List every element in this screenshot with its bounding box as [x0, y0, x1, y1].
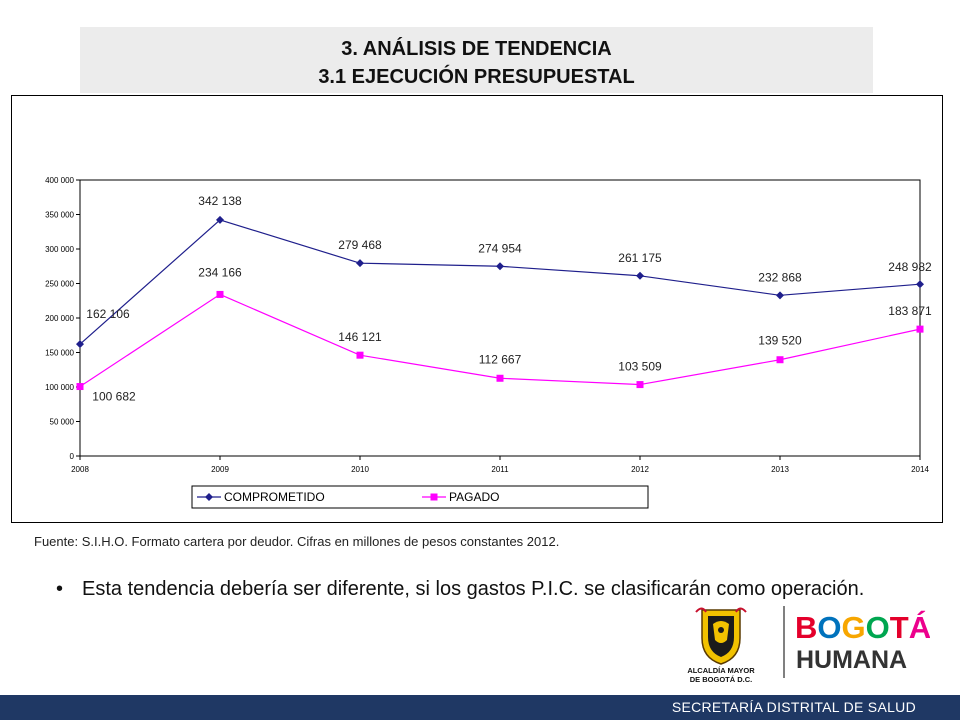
data-point-pagado	[356, 351, 364, 359]
data-point-comprometido	[356, 259, 364, 268]
y-tick-label: 150 000	[45, 349, 74, 358]
data-label: 232 868	[758, 270, 802, 284]
data-point-pagado	[636, 381, 644, 389]
bullet-text: Esta tendencia debería ser diferente, si…	[82, 578, 865, 600]
data-point-comprometido	[496, 262, 504, 271]
y-tick-label: 200 000	[45, 314, 74, 323]
x-tick-label: 2010	[351, 465, 369, 474]
data-point-pagado	[916, 325, 924, 333]
y-tick-label: 100 000	[45, 383, 74, 392]
data-point-pagado	[776, 356, 784, 364]
y-tick-label: 350 000	[45, 211, 74, 220]
data-label: 342 138	[198, 194, 242, 208]
svg-text:BOGOTÁ: BOGOTÁ	[795, 610, 930, 645]
data-label: 146 121	[338, 330, 382, 344]
legend-marker	[205, 493, 213, 501]
slide-title: 3. ANÁLISIS DE TENDENCIA 3.1 EJECUCIÓN P…	[80, 27, 873, 93]
source-note: Fuente: S.I.H.O. Formato cartera por deu…	[34, 534, 560, 549]
data-point-comprometido	[76, 340, 84, 349]
data-label: 100 682	[92, 390, 136, 404]
data-label: 183 871	[888, 304, 932, 318]
data-label: 274 954	[478, 241, 522, 255]
data-point-pagado	[496, 374, 504, 382]
legend-label: PAGADO	[449, 490, 499, 504]
bullet-point: • Esta tendencia debería ser diferente, …	[56, 576, 880, 603]
x-tick-label: 2009	[211, 465, 229, 474]
legend: COMPROMETIDO PAGADO	[191, 485, 649, 509]
data-point-pagado	[216, 290, 224, 298]
data-point-comprometido	[216, 215, 224, 224]
data-label: 112 667	[479, 352, 522, 366]
bogota-humana-logo: BOGOTÁ HUMANA	[795, 610, 931, 674]
title-line-2: 3.1 EJECUCIÓN PRESUPUESTAL	[318, 66, 635, 88]
data-label: 248 982	[888, 260, 932, 274]
y-tick-label: 400 000	[45, 176, 74, 185]
bogota-coat-of-arms-icon	[695, 607, 747, 665]
data-point-comprometido	[636, 271, 644, 280]
y-tick-label: 0	[70, 452, 75, 461]
x-tick-label: 2008	[71, 465, 89, 474]
legend-box	[191, 485, 649, 509]
data-label: 162 106	[86, 307, 130, 321]
chart-frame: 0 50 000 100 000 150 000 200 000 250 000 300 0…	[11, 95, 943, 523]
data-label: 139 520	[758, 334, 802, 348]
data-point-comprometido	[776, 291, 784, 300]
y-tick-label: 300 000	[45, 245, 74, 254]
x-tick-label: 2011	[491, 465, 509, 474]
data-point-comprometido	[916, 280, 924, 289]
legend-label: COMPROMETIDO	[224, 490, 325, 504]
plot-area	[79, 179, 921, 457]
bullet-marker: •	[56, 578, 64, 600]
data-label: 234 166	[198, 265, 242, 279]
footer-bar: SECRETARÍA DISTRITAL DE SALUD	[0, 695, 960, 720]
data-label: 261 175	[618, 251, 662, 265]
title-line-1: 3. ANÁLISIS DE TENDENCIA	[341, 38, 612, 60]
legend-marker	[430, 493, 438, 501]
svg-text:HUMANA: HUMANA	[796, 646, 907, 674]
y-tick-label: 50 000	[50, 418, 75, 427]
alcaldia-line-2: DE BOGOTÁ D.C.	[690, 675, 753, 684]
x-tick-label: 2014	[911, 465, 929, 474]
line-chart: 0 50 000 100 000 150 000 200 000 250 000 300 0…	[45, 176, 932, 509]
footer-label: SECRETARÍA DISTRITAL DE SALUD	[671, 699, 916, 715]
data-point-pagado	[76, 383, 84, 391]
x-tick-label: 2013	[771, 465, 789, 474]
x-tick-label: 2012	[631, 465, 649, 474]
data-label: 279 468	[338, 238, 382, 252]
y-tick-label: 250 000	[45, 280, 74, 289]
logos: ALCALDÍA MAYOR DE BOGOTÁ D.C. BOGOTÁ HUM…	[680, 600, 931, 685]
alcaldia-line-1: ALCALDÍA MAYOR	[687, 666, 755, 675]
data-label: 103 509	[618, 360, 662, 374]
